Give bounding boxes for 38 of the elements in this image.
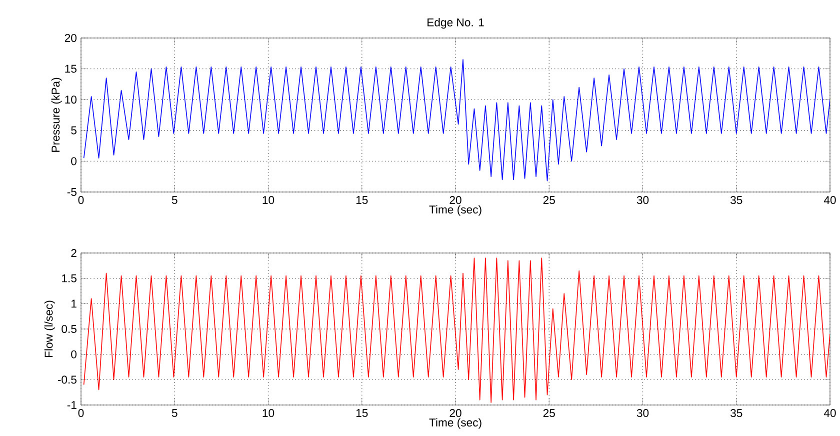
x-tick-label: 35 (730, 409, 742, 418)
y-axis-title: Pressure (kPa) (51, 78, 62, 152)
y-tick-label: 0 (71, 350, 77, 358)
y-tick-label: 15 (65, 64, 76, 73)
line-series (83, 59, 830, 182)
y-tick-label: -0.5 (58, 376, 76, 384)
y-tick-label: 0.5 (62, 324, 76, 333)
x-tick-label: 30 (636, 409, 649, 418)
x-tick-label: 20 (450, 409, 462, 418)
x-tick-label: 15 (356, 409, 368, 417)
x-tick-label: 30 (636, 196, 649, 204)
x-tick-label: 0 (78, 196, 84, 204)
y-tick-label: -5 (67, 188, 76, 196)
y-tick-label: 1.5 (62, 274, 76, 282)
x-tick-label: 10 (262, 409, 274, 418)
y-axis-title: Flow (l/sec) (44, 300, 55, 358)
x-tick-label: 40 (824, 409, 836, 418)
x-tick-label: 5 (172, 409, 178, 417)
chart-title: Edge No. 1 (428, 18, 484, 29)
x-tick-label: 5 (172, 196, 178, 204)
x-axis-title: Time (sec) (429, 418, 482, 429)
x-tick-label: 35 (730, 196, 742, 204)
y-tick-label: 10 (65, 96, 77, 104)
x-axis-title: Time (sec) (429, 205, 482, 216)
x-tick-label: 40 (824, 196, 836, 204)
x-tick-label: 10 (262, 196, 274, 204)
y-tick-label: 1 (72, 300, 76, 308)
line-series (83, 258, 830, 403)
y-tick-label: 0 (71, 157, 77, 166)
y-tick-label: 5 (71, 126, 76, 134)
x-tick-label: 0 (78, 409, 84, 418)
y-tick-label: -1 (67, 401, 76, 409)
y-tick-label: 2 (71, 249, 76, 257)
x-tick-label: 20 (450, 196, 462, 204)
y-tick-label: 20 (64, 34, 77, 42)
x-tick-label: 25 (543, 409, 555, 418)
x-tick-label: 15 (356, 196, 368, 204)
x-tick-label: 25 (543, 196, 555, 204)
